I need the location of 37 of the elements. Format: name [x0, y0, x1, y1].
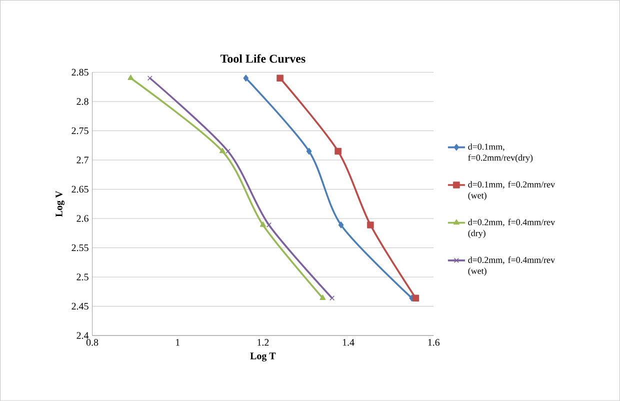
y-tick-label: 2.4 [76, 332, 89, 339]
point [367, 222, 374, 228]
legend-label: d=0.2mm, f=0.4mm/rev (wet) [468, 256, 556, 276]
x-tick-label: 0.8 [86, 339, 98, 346]
y-tick-label: 2.8 [76, 98, 88, 106]
point [334, 148, 342, 155]
y-tick-label: 2.7 [76, 156, 88, 164]
y-tick-label: 2.5 [76, 274, 88, 281]
point [306, 148, 312, 155]
point [412, 294, 420, 302]
y-tick-label: 2.45 [72, 303, 88, 310]
point [320, 294, 326, 300]
y-tick-label: 2.75 [72, 128, 88, 134]
point [266, 222, 272, 228]
point [338, 222, 344, 228]
legend-label: d=0.1mm, f=0.2mm/rev(dry) [468, 144, 533, 163]
point [260, 222, 266, 227]
point [147, 76, 152, 81]
x-tick-label: 1.6 [428, 339, 440, 346]
legend-label: d=0.2mm, f=0.4mm/rev (dry) [468, 218, 556, 238]
x-tick-label: 1 [176, 339, 180, 346]
y-tick-label: 2.6 [76, 215, 88, 222]
point [128, 74, 134, 80]
x-axis-title: Log T [250, 352, 276, 362]
y-tick-label: 2.85 [72, 68, 88, 76]
chart-title: Tool Life Curves [220, 54, 306, 63]
point [276, 74, 284, 82]
legend-label: d=0.1mm, f=0.2mm/rev (wet) [468, 181, 556, 200]
y-tick-label: 2.55 [72, 244, 88, 252]
point [243, 74, 249, 82]
point [330, 296, 335, 301]
x-tick-label: 1.4 [342, 339, 354, 346]
x-tick-label: 1.2 [258, 339, 269, 346]
y-tick-label: 2.65 [72, 186, 88, 193]
point [225, 148, 230, 154]
y-axis-title: Log V [56, 190, 64, 217]
point [219, 148, 226, 154]
